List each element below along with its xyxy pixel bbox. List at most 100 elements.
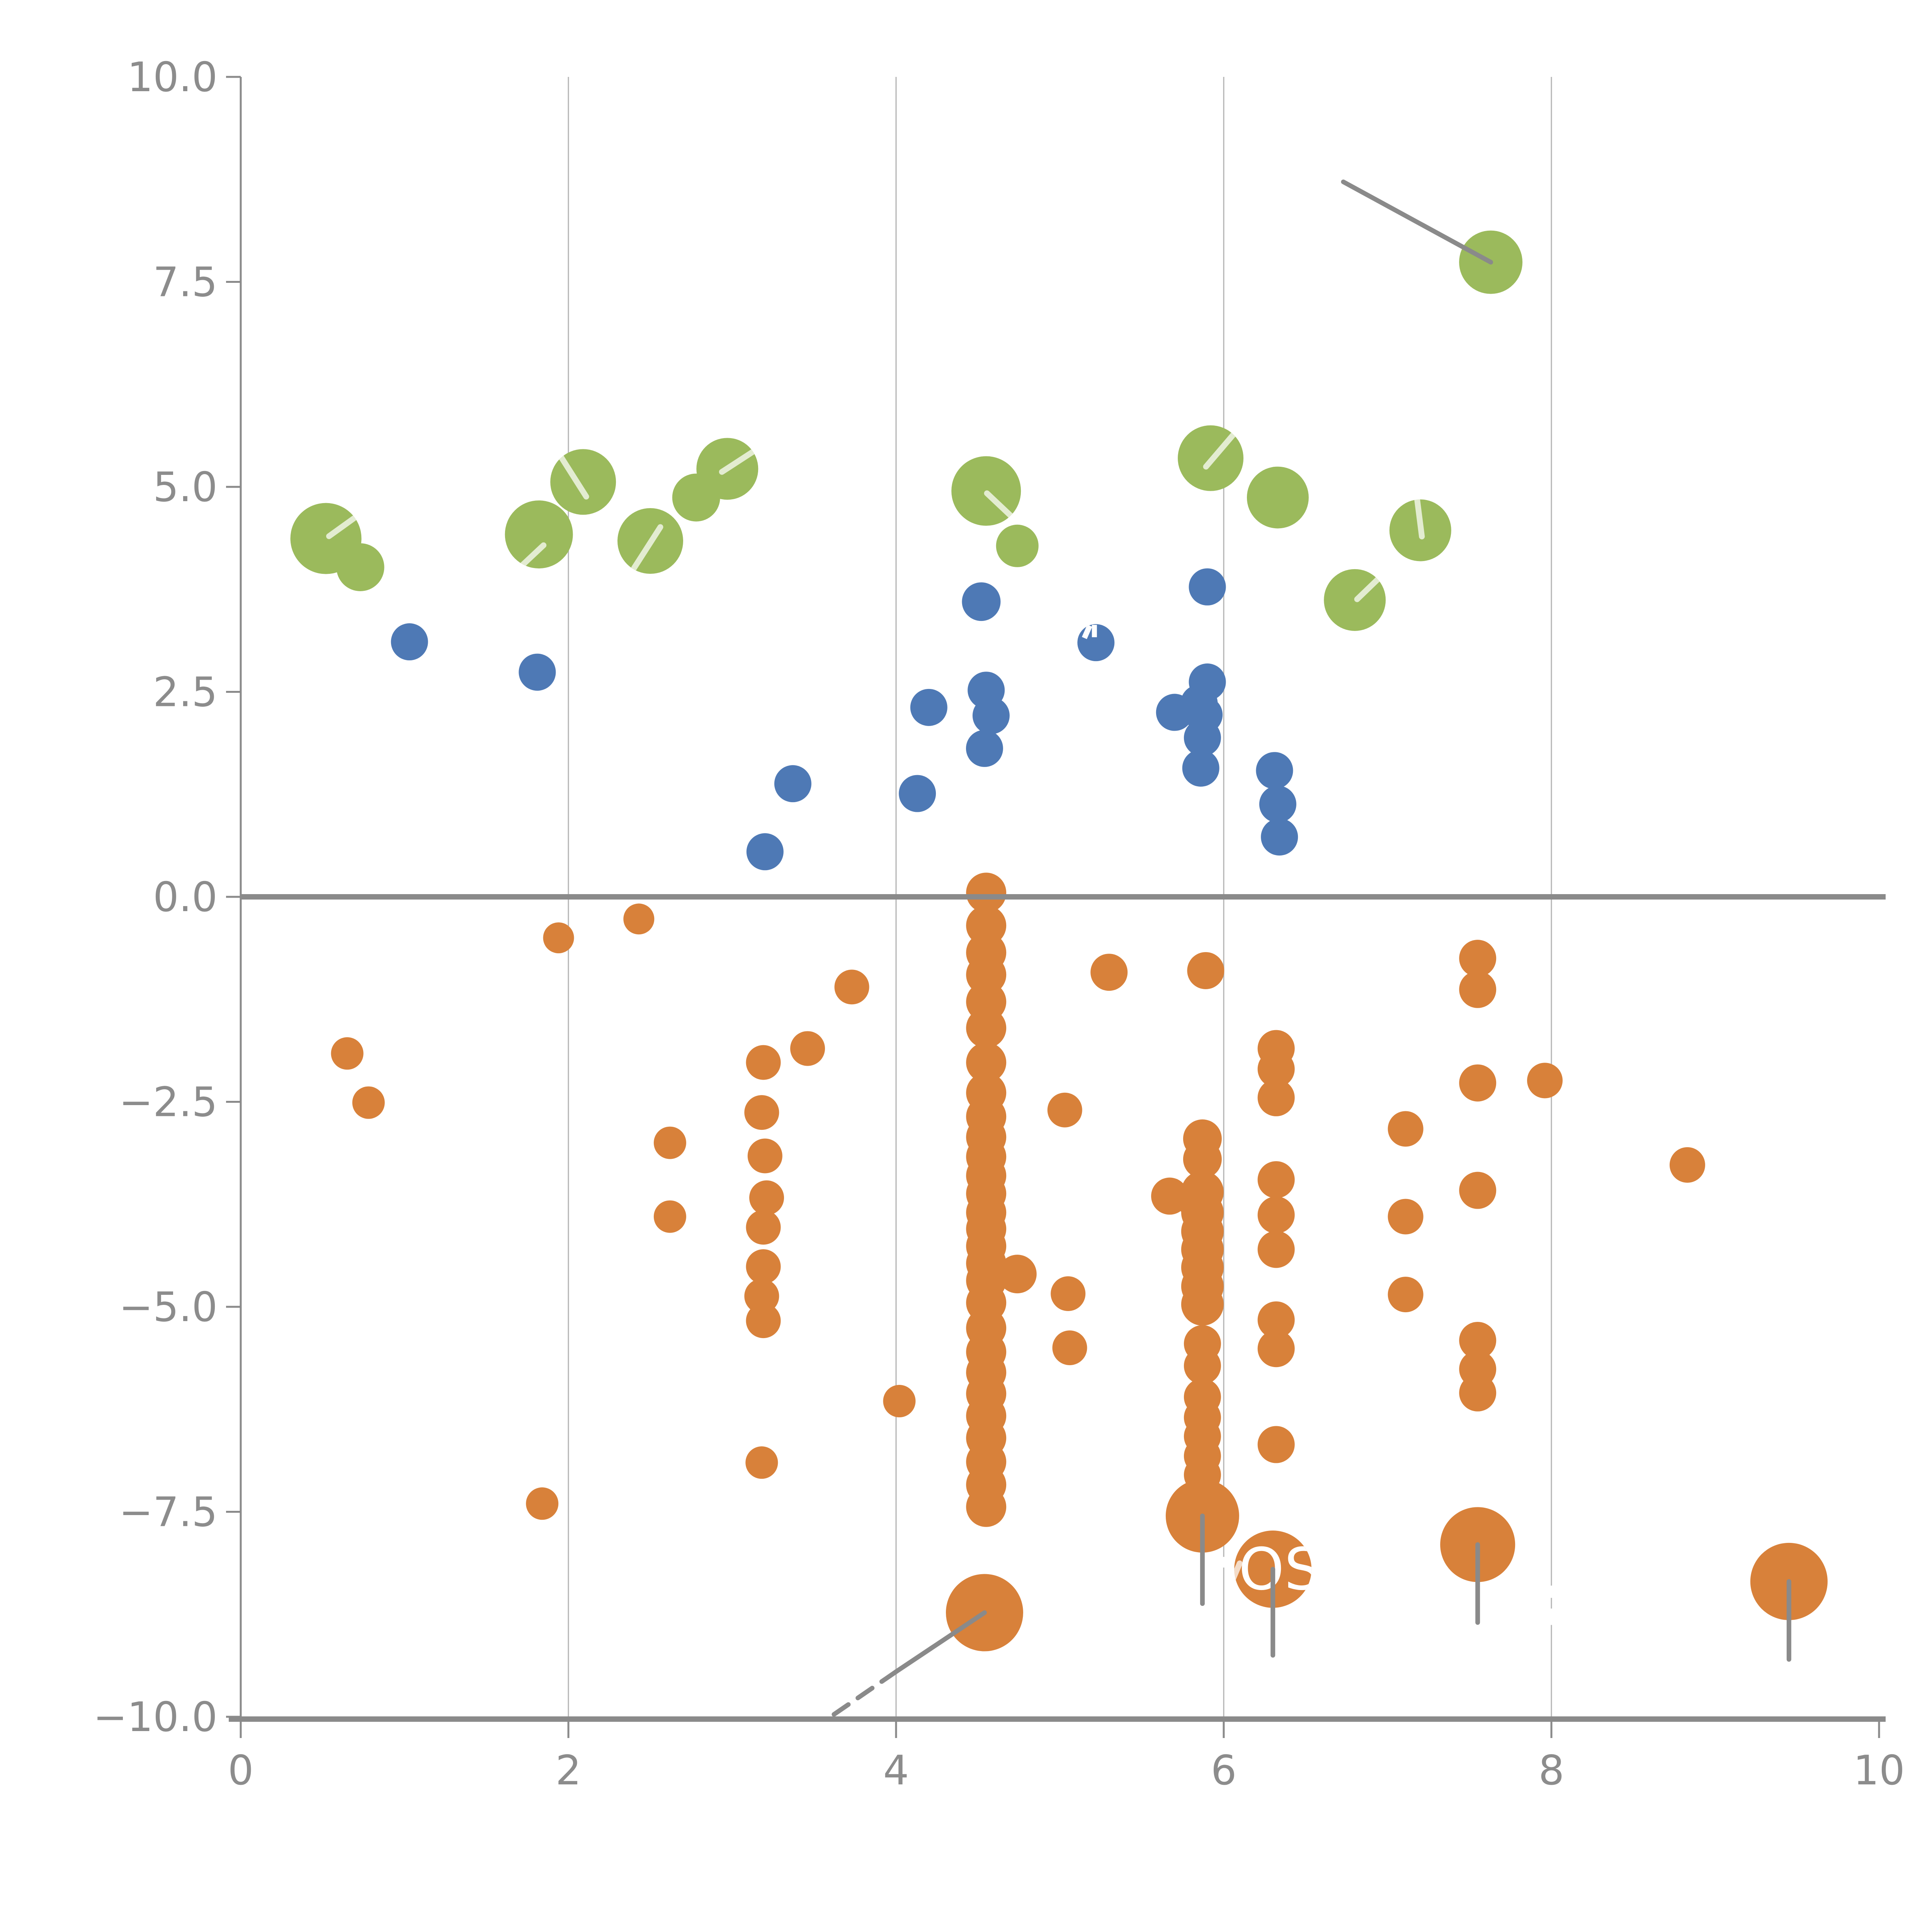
x-tick-label: 8 [1539, 1747, 1565, 1794]
annotation-leader-line [1341, 179, 1493, 265]
data-point-orange [1183, 1140, 1222, 1179]
y-tick-label: −5.0 [119, 1284, 218, 1331]
data-point-orange [1459, 1172, 1497, 1209]
data-point-orange [790, 1031, 825, 1066]
white-leader-stub [631, 524, 663, 571]
x-tick-label: 0 [228, 1747, 254, 1794]
data-point-orange [744, 1095, 779, 1130]
y-tick-label: 2.5 [153, 669, 218, 716]
data-point-orange [543, 922, 574, 954]
data-point-blue [1189, 663, 1226, 701]
data-point-orange [352, 1086, 385, 1119]
data-point-orange [1459, 940, 1497, 977]
white-leader-stub [719, 449, 756, 475]
data-point-green [1247, 466, 1309, 529]
data-point-orange [623, 903, 655, 935]
white-leader-stub [1203, 432, 1236, 470]
white-leader-stub [558, 453, 589, 500]
data-point-orange [331, 1037, 364, 1070]
y-tick-label: 0.0 [153, 874, 218, 921]
data-point-green [505, 500, 573, 569]
data-point-orange [1184, 1347, 1221, 1384]
data-point-blue [899, 775, 936, 812]
data-point-blue [910, 689, 947, 726]
x-tick-label: 4 [883, 1747, 909, 1794]
data-point-orange [1257, 1301, 1295, 1338]
data-point-orange [883, 1385, 916, 1418]
data-point-orange [834, 969, 869, 1005]
data-point-orange [1187, 952, 1225, 989]
data-point-orange [1257, 1161, 1295, 1199]
data-point-blue [1259, 786, 1296, 823]
annotation-leader-line [894, 1610, 987, 1674]
y-tick-label: −2.5 [119, 1079, 218, 1126]
data-point-orange [746, 1249, 781, 1284]
data-point-orange [653, 1126, 686, 1159]
data-point-blue [774, 765, 811, 803]
data-point-orange [653, 1200, 686, 1233]
x-tick-label: 6 [1211, 1747, 1237, 1794]
data-point-blue [746, 833, 784, 871]
data-point-orange [1181, 1283, 1224, 1326]
data-point-orange [1527, 1063, 1563, 1099]
white-text-fragment [1082, 624, 1092, 639]
data-point-orange [1047, 1092, 1082, 1128]
data-point-orange [1257, 1196, 1295, 1234]
x-tick-label: 2 [556, 1747, 582, 1794]
data-point-orange [746, 1045, 781, 1080]
white-leader-stub [1354, 575, 1382, 602]
data-point-orange [966, 1008, 1007, 1048]
data-point-orange [1257, 1330, 1295, 1367]
data-point-orange [1459, 1064, 1497, 1102]
data-point-blue [962, 582, 1001, 621]
data-point-blue [972, 697, 1010, 735]
data-point-orange [1459, 1322, 1497, 1359]
data-point-blue [1184, 719, 1221, 757]
data-point-orange [746, 1303, 781, 1338]
data-point-blue [1261, 818, 1298, 856]
white-leader-stub [1234, 1560, 1243, 1582]
data-point-orange [966, 1042, 1007, 1083]
data-point-orange [1459, 971, 1497, 1008]
data-point-blue [519, 653, 556, 691]
data-point-orange [966, 1486, 1007, 1527]
data-point-orange [1257, 1079, 1295, 1116]
data-point-orange [1257, 1050, 1295, 1088]
data-point-orange [1388, 1277, 1423, 1313]
data-point-orange [1051, 1276, 1086, 1311]
y-tick-label: 10.0 [127, 54, 218, 101]
data-point-orange [526, 1487, 559, 1520]
white-leader-stub [984, 490, 1017, 522]
data-point-orange [746, 1210, 781, 1245]
data-point-blue [966, 730, 1003, 767]
data-point-orange [966, 872, 1007, 913]
data-point-orange [744, 1279, 779, 1314]
data-point-orange [1090, 954, 1128, 991]
data-point-orange [1388, 1111, 1423, 1147]
x-tick-label: 10 [1853, 1747, 1905, 1794]
bubble-label-os: OS [1239, 1536, 1321, 1603]
data-point-orange [1669, 1147, 1705, 1183]
data-point-orange [749, 1180, 784, 1215]
data-point-orange [1052, 1330, 1087, 1366]
data-point-blue [1189, 568, 1226, 605]
data-point-orange [1257, 1231, 1295, 1268]
data-point-green [336, 543, 384, 591]
data-point-orange [1257, 1426, 1295, 1463]
y-tick-label: −7.5 [119, 1489, 218, 1536]
white-leader-stub [326, 515, 357, 539]
data-point-orange [1459, 1374, 1497, 1412]
data-point-orange [747, 1138, 782, 1173]
data-point-blue [391, 623, 428, 661]
y-tick-label: −10.0 [93, 1694, 218, 1741]
y-tick-label: 7.5 [153, 259, 218, 306]
data-point-blue [1256, 752, 1293, 789]
y-tick-label: 5.0 [153, 464, 218, 511]
annotation-leader-line [828, 1669, 898, 1719]
data-point-orange [1388, 1199, 1423, 1235]
data-point-blue [1182, 749, 1219, 787]
data-point-orange [745, 1446, 778, 1479]
data-point-orange [998, 1255, 1037, 1294]
